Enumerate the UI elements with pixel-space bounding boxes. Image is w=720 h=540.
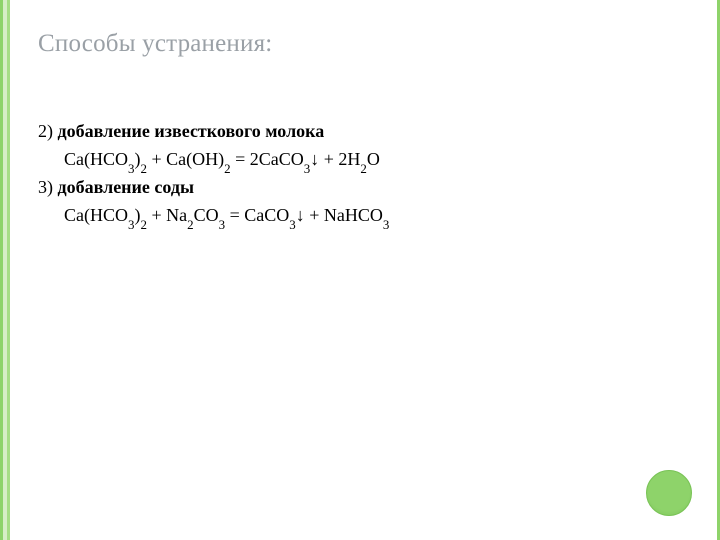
subscript: 3 [128,161,134,176]
subscript: 2 [360,161,366,176]
page-title: Способы устранения: [38,30,272,58]
formula-text: = 2CaCO [231,149,304,169]
subscript: 3 [219,217,225,232]
formula-text: CO [194,205,219,225]
subscript: 2 [187,217,193,232]
left-accent-rail [0,0,10,540]
formula-text: Ca(HCO [64,205,128,225]
subscript: 2 [140,217,146,232]
formula-text: = CaCO [225,205,289,225]
formula-text: + Na [147,205,187,225]
item-heading: 3) добавление соды [38,174,680,202]
subscript: 3 [383,217,389,232]
accent-circle-icon [646,470,692,516]
rail-stripe-3 [7,0,10,540]
subscript: 2 [224,161,230,176]
item-formula: Ca(HCO3)2 + Na2CO3 = CaCO3↓ + NaHCO3 [38,202,680,230]
formula-text: ↓ + NaHCO [296,205,383,225]
subscript: 3 [128,217,134,232]
subscript: 3 [289,217,295,232]
item-heading: 2) добавление известкового молока [38,118,680,146]
formula-text: O [367,149,380,169]
item-heading-bold: добавление известкового молока [58,121,325,141]
formula-text: + Ca(OH) [147,149,224,169]
item-formula: Ca(HCO3)2 + Ca(OH)2 = 2CaCO3↓ + 2H2O [38,146,680,174]
slide: Способы устранения: 2) добавление извест… [0,0,720,540]
content-area: 2) добавление известкового молокаCa(HCO3… [38,118,680,230]
formula-text: ↓ + 2H [310,149,360,169]
item-heading-bold: добавление соды [58,177,195,197]
item-heading-prefix: 3) [38,177,58,197]
subscript: 2 [140,161,146,176]
formula-text: Ca(HCO [64,149,128,169]
item-heading-prefix: 2) [38,121,58,141]
subscript: 3 [304,161,310,176]
